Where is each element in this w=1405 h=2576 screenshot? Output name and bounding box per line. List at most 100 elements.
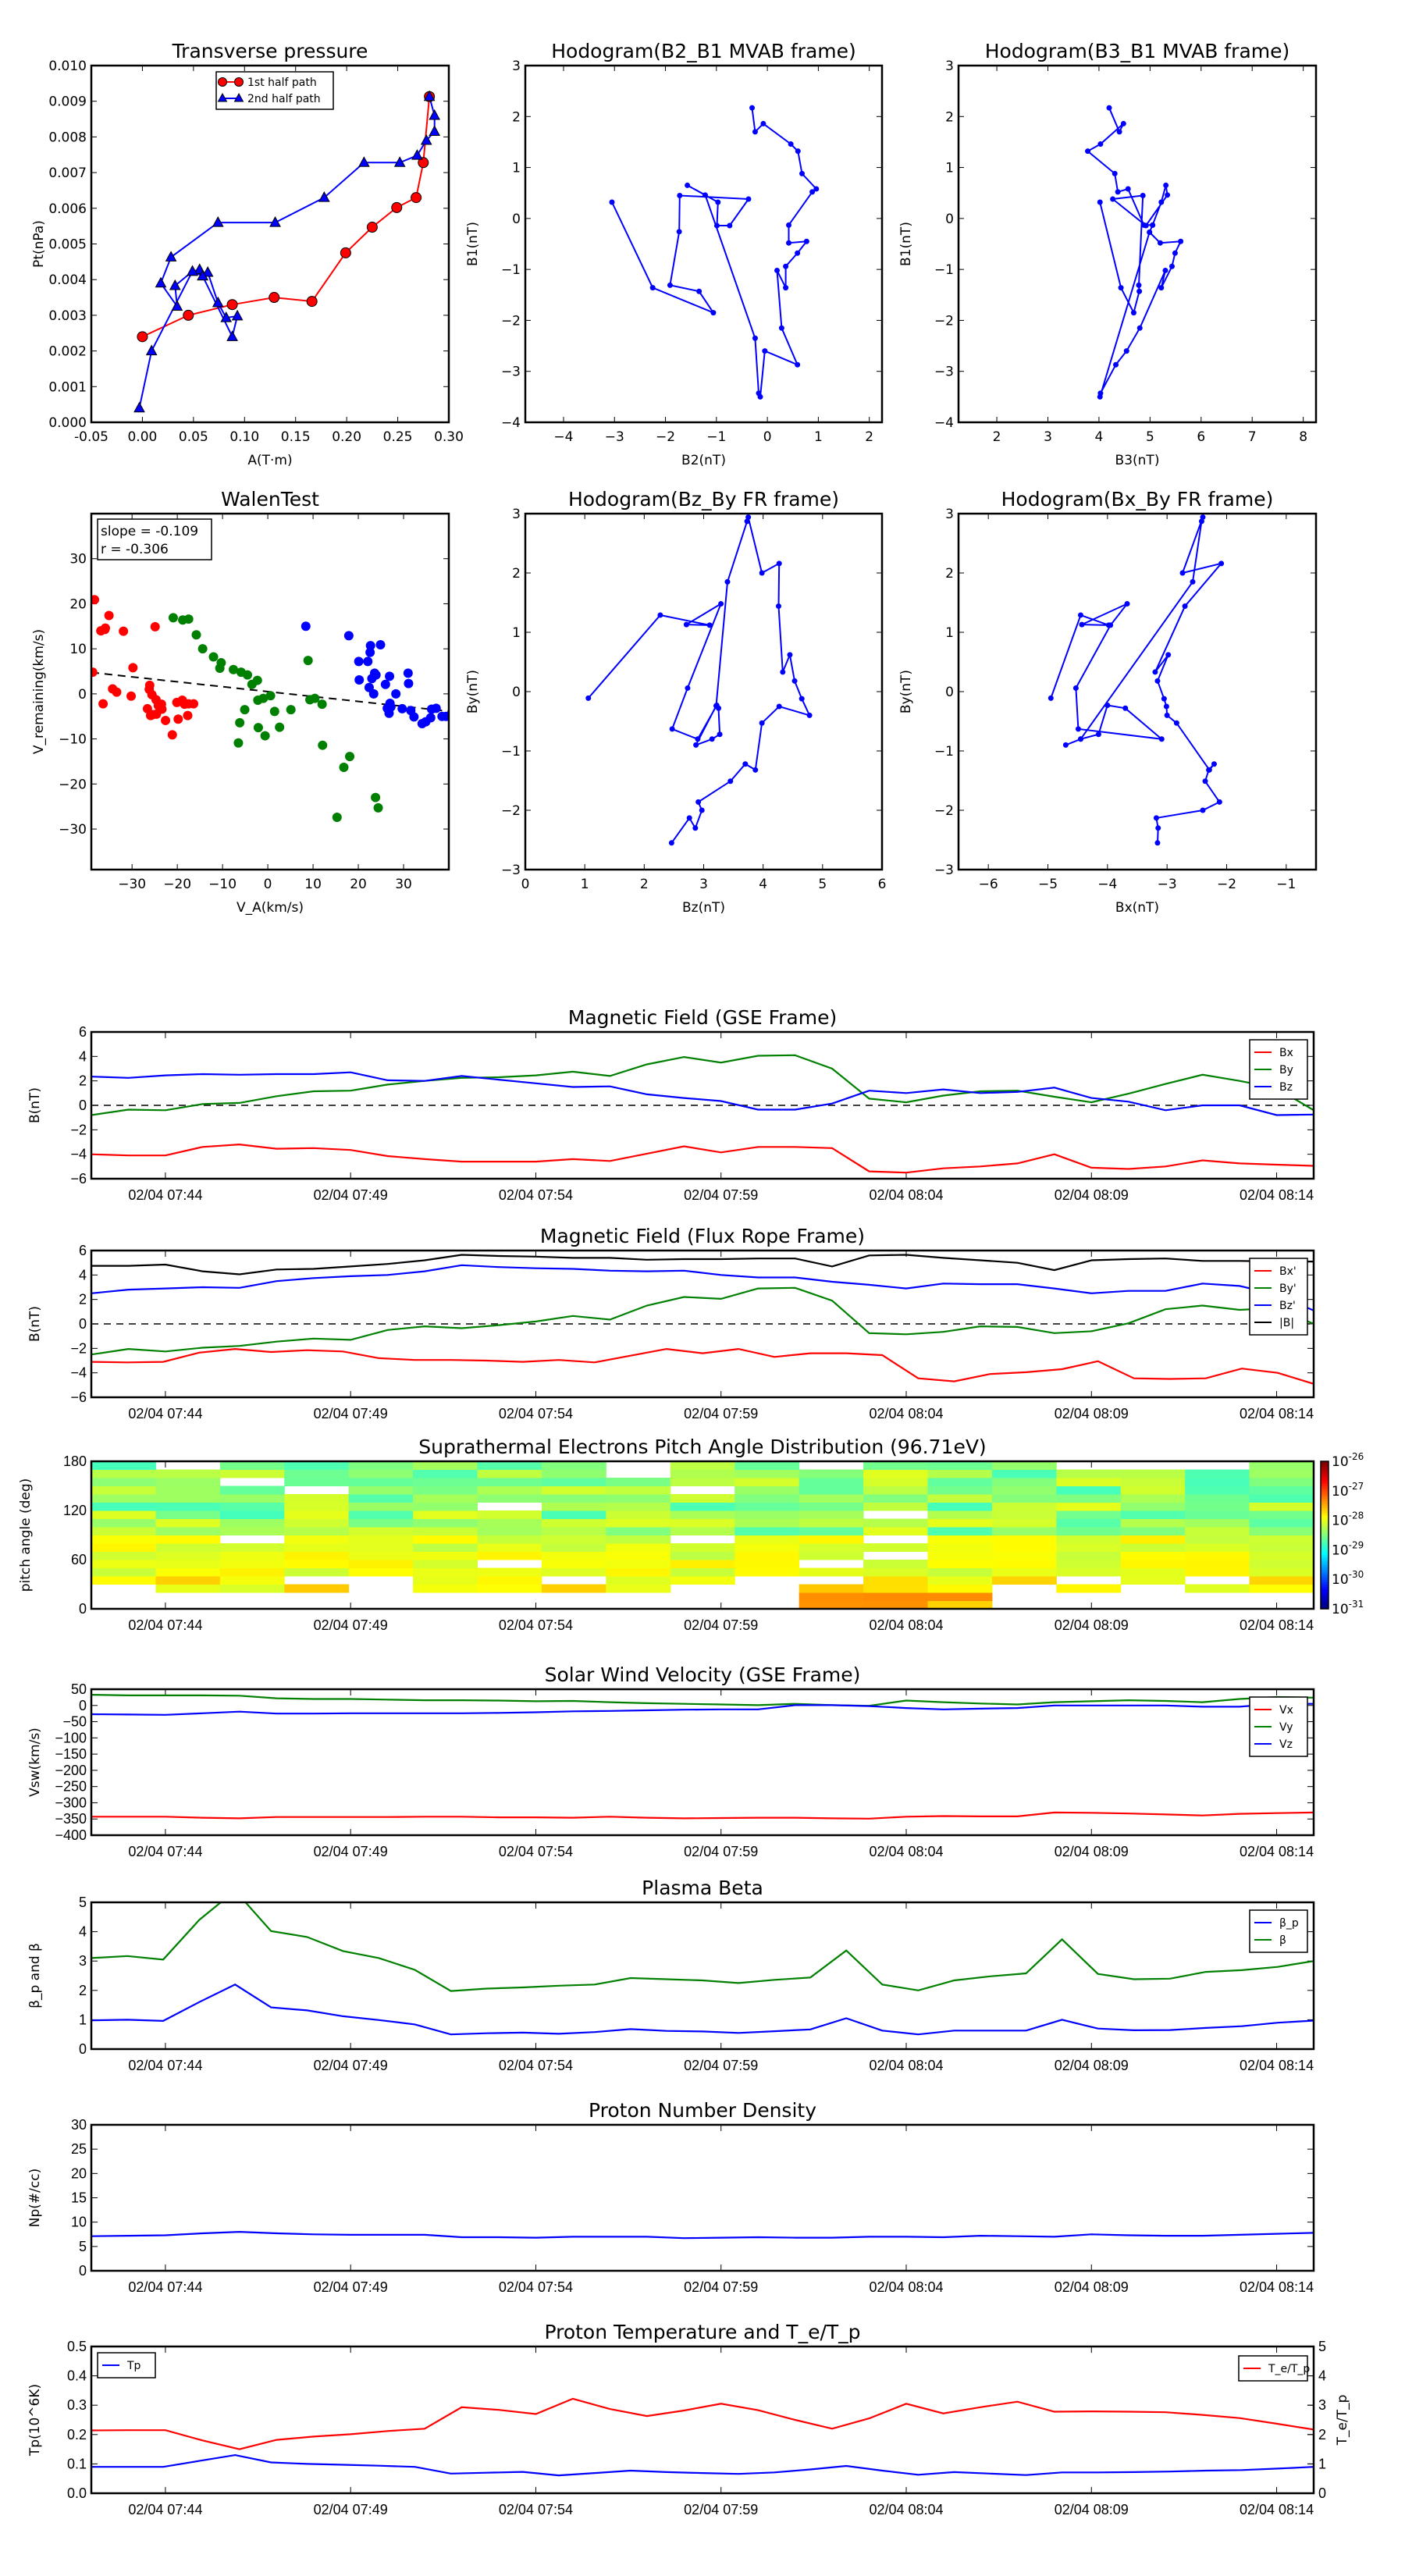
heatmap-cell [927, 1551, 993, 1560]
data-point [286, 705, 296, 715]
heatmap-cell [1056, 1469, 1122, 1478]
heatmap-cell [348, 1560, 414, 1568]
data-point [409, 712, 419, 722]
heatmap-cell [477, 1461, 542, 1470]
data-point [609, 199, 615, 205]
data-point [1150, 222, 1156, 228]
heatmap-cell [863, 1567, 928, 1577]
heatmap-cell [541, 1494, 606, 1503]
data-point [220, 311, 233, 322]
data-point [677, 192, 683, 198]
data-point [657, 612, 663, 618]
annotation-box [97, 518, 212, 560]
y-tick-label: 0.007 [48, 165, 87, 181]
data-point [799, 170, 806, 176]
data-point [91, 595, 100, 605]
series-line-Vz [91, 1703, 1314, 1716]
heatmap-cell [284, 1560, 350, 1568]
x-tick-label: −20 [163, 877, 191, 892]
heatmap-cell [927, 1478, 993, 1486]
data-point [1158, 736, 1165, 742]
data-point [371, 792, 381, 802]
x-tick-label: 02/04 07:54 [499, 2279, 573, 2295]
plot-frame [90, 1688, 1315, 1837]
slope-text: slope = -0.109 [101, 524, 198, 539]
data-point [155, 276, 167, 288]
data-point [243, 670, 253, 680]
data-point [715, 199, 721, 205]
heatmap-cell [219, 1584, 285, 1593]
data-point [100, 623, 110, 633]
y-tick-label: 0.005 [48, 237, 87, 253]
colorbar-segment [1321, 1562, 1329, 1565]
heatmap-cell [799, 1502, 864, 1511]
heatmap-cell [799, 1543, 864, 1552]
heatmap-cell [413, 1510, 478, 1519]
x-tick-label: 4 [759, 877, 767, 892]
legend-label: T_e/T_p [1268, 2363, 1310, 2375]
x-tick-label: −30 [118, 877, 146, 892]
chart-tp: Proton Temperature and T_e/T_p 02/04 07:4… [27, 2321, 1350, 2517]
y-tick-label: 4 [79, 1267, 87, 1283]
heatmap-cell [541, 1469, 606, 1478]
heatmap-cell [863, 1592, 928, 1601]
colorbar-segment [1321, 1520, 1329, 1524]
colorbar-segment [1321, 1537, 1329, 1541]
heatmap-cell [1249, 1527, 1314, 1535]
data-point [354, 656, 364, 667]
legend: β_p β [1249, 1909, 1308, 1953]
heatmap-cell [1056, 1502, 1122, 1511]
colorbar-segment [1321, 1513, 1329, 1516]
heatmap-cell [606, 1584, 671, 1593]
plot-frame [524, 64, 884, 424]
y-tick-label: 0.002 [48, 344, 87, 360]
x-axis-label: Bx(nT) [1115, 900, 1159, 916]
data-point [1190, 578, 1196, 585]
plot-frame [957, 512, 1318, 871]
heatmap-cell [284, 1494, 350, 1503]
colorbar-segment [1321, 1594, 1329, 1597]
r-value-text: r = -0.306 [101, 542, 169, 557]
x-tick-label: −3 [605, 429, 624, 445]
data-point [310, 693, 320, 703]
x-tick-label: 02/04 07:59 [684, 2502, 758, 2517]
data-point [1113, 361, 1119, 368]
x-tick-label: 02/04 08:09 [1055, 2502, 1129, 2517]
heatmap-cell [155, 1510, 221, 1519]
heatmap-cell [1185, 1494, 1250, 1503]
x-tick-label: 02/04 07:49 [314, 1617, 388, 1633]
heatmap-cell [1120, 1494, 1186, 1503]
data-point [265, 691, 276, 701]
data-point [371, 670, 381, 680]
legend-label: Bz' [1279, 1300, 1296, 1312]
chart-hodogram-bx-by: Hodogram(Bx_By FR frame) −6 −5 −4 −3 −2 −1 −3 −2… [898, 488, 1318, 916]
data-point [441, 711, 449, 721]
heatmap-cell [1120, 1560, 1186, 1568]
y-tick-label: 2 [79, 1292, 87, 1308]
heatmap-cell [1120, 1478, 1186, 1486]
heatmap-cell [219, 1567, 285, 1577]
heatmap-cell [155, 1560, 221, 1568]
heatmap-cell [799, 1510, 864, 1519]
heatmap-cell [991, 1510, 1057, 1519]
heatmap-cell [670, 1527, 735, 1535]
heatmap-cell [606, 1510, 671, 1519]
data-point [354, 674, 365, 685]
heatmap-cell [155, 1502, 221, 1511]
series-line-Bx' [91, 1347, 1314, 1385]
series-line-Vy [91, 1694, 1314, 1707]
heatmap-cell [155, 1494, 221, 1503]
heatmap-cell [541, 1527, 606, 1535]
colorbar-segment [1321, 1510, 1329, 1514]
heatmap-cell [1249, 1485, 1314, 1495]
colorbar-segment [1321, 1505, 1329, 1509]
heatmap-cell [1056, 1543, 1122, 1552]
heatmap-cell [799, 1551, 864, 1560]
heatmap-cell [863, 1560, 928, 1568]
colorbar-segment [1321, 1507, 1329, 1511]
colorbar-segment [1321, 1461, 1329, 1464]
series-line-Bx_By [1050, 517, 1224, 843]
heatmap-cell [541, 1535, 606, 1544]
x-tick-label: 02/04 07:49 [314, 1406, 388, 1421]
heatmap-cell [1056, 1535, 1122, 1544]
